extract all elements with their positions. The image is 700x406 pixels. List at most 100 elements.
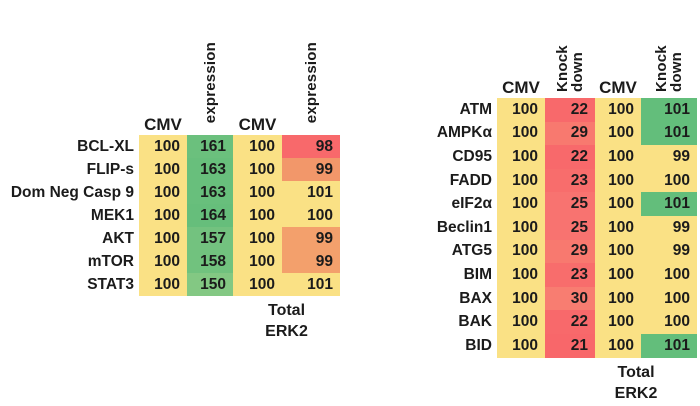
- value-cell: 99: [282, 227, 340, 250]
- column-header-cmv-2: CMV: [233, 40, 282, 135]
- column-header-cmv-2: CMV: [595, 3, 641, 98]
- value-cell: 100: [595, 168, 641, 193]
- value-cell: 100: [595, 263, 641, 287]
- table-row: Dom Neg Casp 9 100 163 100 101: [2, 181, 340, 204]
- column-header-label: Knock down: [554, 45, 586, 92]
- value-cell: 30: [545, 286, 595, 311]
- value-cell: 100: [233, 181, 282, 204]
- column-header-knockdown-1: Knock down: [545, 3, 595, 98]
- value-cell: 29: [545, 121, 595, 146]
- value-cell: 100: [233, 250, 282, 273]
- value-cell: 100: [595, 286, 641, 311]
- value-cell: 100: [595, 121, 641, 146]
- table-row: CD95 100 22 100 99: [360, 145, 697, 169]
- table-row: AMPKα 100 29 100 101: [360, 121, 697, 146]
- row-label: BAX: [459, 289, 492, 307]
- value-cell: 100: [497, 310, 545, 334]
- column-header-label: CMV: [502, 78, 540, 97]
- value-cell: 100: [641, 263, 697, 287]
- value-cell: 100: [595, 310, 641, 334]
- table-row: STAT3 100 150 100 101: [2, 273, 340, 296]
- table-row: BAK 100 22 100 100: [360, 310, 697, 334]
- value-cell: 100: [233, 227, 282, 250]
- value-cell: 163: [187, 158, 233, 181]
- value-cell: 100: [139, 273, 187, 296]
- column-header-label: Knock down: [653, 45, 685, 92]
- value-cell: 23: [545, 263, 595, 287]
- row-label: Beclin1: [436, 218, 492, 236]
- value-cell: 100: [139, 227, 187, 250]
- value-cell: 157: [187, 227, 233, 250]
- column-header-label: expression: [302, 41, 320, 123]
- value-cell: 100: [497, 121, 545, 146]
- value-cell: 100: [233, 135, 282, 158]
- row-label: mTOR: [87, 252, 134, 270]
- value-cell: 100: [595, 333, 641, 358]
- value-cell: 101: [282, 181, 340, 204]
- column-header-label: CMV: [599, 78, 637, 97]
- row-label: BIM: [463, 265, 492, 283]
- value-cell: 100: [139, 158, 187, 181]
- table-row: FLIP-s 100 163 100 99: [2, 158, 340, 181]
- column-header-label: CMV: [144, 115, 182, 134]
- value-cell: 101: [641, 333, 697, 358]
- table-row: ATG5 100 29 100 99: [360, 239, 697, 264]
- header-row: CMV expression CMV expression: [2, 40, 340, 135]
- value-cell: 100: [139, 204, 187, 227]
- value-cell: 100: [497, 263, 545, 287]
- row-label: BCL-XL: [77, 137, 134, 155]
- value-cell: 25: [545, 192, 595, 216]
- value-cell: 22: [545, 145, 595, 169]
- row-label: STAT3: [87, 275, 134, 293]
- value-cell: 101: [641, 98, 697, 122]
- value-cell: 100: [497, 168, 545, 193]
- value-cell: 100: [595, 145, 641, 169]
- value-cell: 98: [282, 135, 340, 158]
- table-row: mTOR 100 158 100 99: [2, 250, 340, 273]
- overexpression-table: CMV expression CMV expression BCL-XL 100 1…: [2, 40, 340, 342]
- column-header-cmv-1: CMV: [139, 40, 187, 135]
- table-row: AKT 100 157 100 99: [2, 227, 340, 250]
- value-cell: 100: [139, 135, 187, 158]
- value-cell: 100: [641, 168, 697, 193]
- table-row: Beclin1 100 25 100 99: [360, 215, 697, 240]
- row-label: BAK: [458, 313, 492, 331]
- value-cell: 101: [641, 121, 697, 146]
- knockdown-table: CMV Knock down CMV Knock down ATM 100 22 10…: [360, 3, 697, 404]
- total-erk2-footer: Total ERK2: [233, 300, 340, 342]
- table-row: BIM 100 23 100 100: [360, 263, 697, 287]
- value-cell: 99: [641, 145, 697, 169]
- value-cell: 100: [233, 204, 282, 227]
- column-header-label: CMV: [238, 115, 277, 134]
- row-label: ATG5: [451, 242, 492, 260]
- value-cell: 25: [545, 215, 595, 240]
- value-cell: 99: [282, 158, 340, 181]
- table-row: ATM 100 22 100 101: [360, 98, 697, 122]
- value-cell: 100: [497, 145, 545, 169]
- value-cell: 101: [282, 273, 340, 296]
- value-cell: 100: [497, 215, 545, 240]
- table-row: FADD 100 23 100 100: [360, 168, 697, 193]
- value-cell: 164: [187, 204, 233, 227]
- row-label: MEK1: [90, 206, 134, 224]
- footer-line: Total: [617, 363, 655, 381]
- column-header-expression-2: expression: [282, 40, 340, 135]
- value-cell: 100: [595, 98, 641, 122]
- row-label: BID: [465, 336, 492, 354]
- value-cell: 99: [282, 250, 340, 273]
- value-cell: 22: [545, 310, 595, 334]
- value-cell: 100: [595, 215, 641, 240]
- value-cell: 100: [595, 239, 641, 264]
- value-cell: 161: [187, 135, 233, 158]
- value-cell: 100: [641, 310, 697, 334]
- value-cell: 29: [545, 239, 595, 264]
- value-cell: 99: [641, 239, 697, 264]
- row-label: Dom Neg Casp 9: [10, 183, 134, 201]
- value-cell: 100: [497, 192, 545, 216]
- row-label: FADD: [449, 171, 492, 189]
- value-cell: 99: [641, 215, 697, 240]
- header-label-spacer: [2, 40, 139, 135]
- value-cell: 100: [139, 250, 187, 273]
- table-row: BCL-XL 100 161 100 98: [2, 135, 340, 158]
